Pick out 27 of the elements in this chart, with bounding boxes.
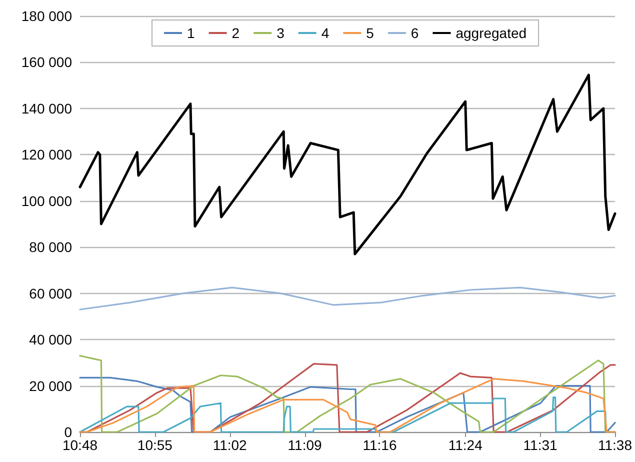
x-tick-label: 11:02 [212,437,248,453]
legend-label: 3 [276,25,285,41]
x-tick-label: 10:48 [62,437,98,453]
y-tick-label: 100 000 [21,192,72,209]
y-tick-label: 80 000 [29,239,72,256]
x-tick-label: 10:55 [137,437,173,453]
legend-label: aggregated [456,25,527,41]
x-tick-label: 11:24 [448,437,483,453]
y-tick-label: 180 000 [21,8,72,24]
line-series [79,286,616,310]
legend-label: 6 [410,25,419,41]
legend-label: 1 [187,25,195,41]
line-series [78,74,616,256]
y-tick-label: 40 000 [29,332,72,348]
y-tick-label: 60 000 [29,285,72,302]
y-tick-label: 160 000 [21,54,72,70]
x-tick-label: 11:16 [362,437,397,453]
x-tick-label: 11:09 [288,437,322,453]
y-tick-label: 120 000 [21,146,72,163]
y-tick-label: 140 000 [21,100,72,116]
y-tick-label: 20 000 [29,378,72,394]
legend-label: 2 [232,25,240,41]
legend-label: 4 [321,25,330,41]
y-tick-label: 0 [64,424,72,440]
x-tick-label: 11:31 [523,437,558,453]
x-tick-label: 11:38 [598,437,632,453]
legend-label: 5 [366,25,374,41]
